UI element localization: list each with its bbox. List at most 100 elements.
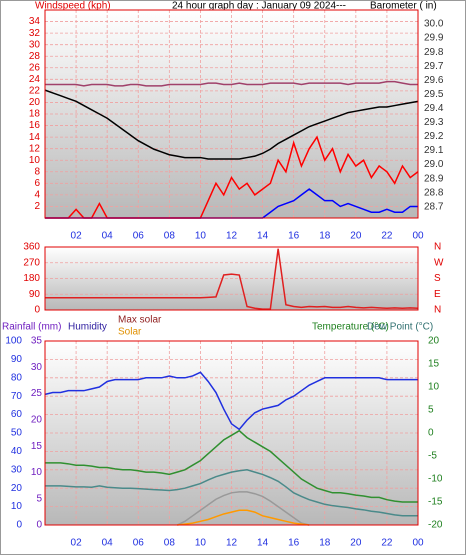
y-tick-label: 2 (34, 201, 40, 212)
y3-tick-label: 25 (31, 388, 43, 399)
y2-tick-label: 29.5 (424, 89, 444, 100)
series-line (45, 429, 418, 503)
y2-tick-label: S (434, 273, 441, 284)
y2-axis-label: Barometer ( in) (370, 1, 437, 12)
y-tick-label: 50 (11, 428, 23, 439)
label: Rainfall (mm) (2, 322, 61, 333)
y3-tick-label: 5 (36, 493, 42, 504)
label: Solar (118, 327, 142, 338)
x-tick-label: 14 (257, 231, 269, 242)
plot-frame (44, 246, 419, 311)
x-tick-label: 20 (350, 231, 362, 242)
y-tick-label: 8 (34, 166, 40, 177)
series-line (45, 248, 419, 310)
y-tick-label: 4 (34, 190, 40, 201)
x-tick-label: 12 (226, 538, 238, 549)
y-tick-label: 270 (23, 257, 40, 268)
y-tick-label: 24 (29, 74, 41, 85)
y2-tick-label: -5 (428, 451, 437, 462)
y2-tick-label: 29.7 (424, 61, 444, 72)
x-tick-label: 18 (319, 231, 331, 242)
x-tick-label: 10 (195, 538, 207, 549)
y-tick-label: 180 (23, 273, 40, 284)
y2-tick-label: -15 (428, 497, 443, 508)
y3-tick-label: 35 (31, 336, 43, 347)
y-tick-label: 10 (11, 501, 23, 512)
y2-tick-label: 5 (428, 405, 434, 416)
x-tick-label: 04 (102, 538, 114, 549)
y2-tick-label: -10 (428, 474, 443, 485)
x-tick-label: 00 (412, 538, 424, 549)
y-tick-label: 26 (29, 62, 41, 73)
x-tick-label: 14 (257, 538, 269, 549)
y2-tick-label: -20 (428, 520, 443, 531)
plot-frame (44, 340, 419, 526)
x-tick-label: 18 (319, 538, 331, 549)
x-tick-label: 22 (381, 538, 393, 549)
y-tick-label: 28 (29, 51, 41, 62)
y-tick-label: 32 (29, 28, 41, 39)
x-tick-label: 02 (71, 231, 83, 242)
y-tick-label: 16 (29, 120, 41, 131)
x-tick-label: 20 (350, 538, 362, 549)
y-tick-label: 90 (11, 354, 23, 365)
y-tick-label: 100 (5, 336, 22, 347)
y3-tick-label: 10 (31, 467, 43, 478)
y-tick-label: 20 (29, 97, 41, 108)
y2-tick-label: 29.3 (424, 117, 444, 128)
x-tick-label: 04 (102, 231, 114, 242)
y2-tick-label: 28.7 (424, 201, 444, 212)
y-tick-label: 40 (11, 446, 23, 457)
y-tick-label: 20 (11, 483, 23, 494)
y2-tick-label: 28.9 (424, 173, 444, 184)
y2-tick-label: 29.1 (424, 145, 444, 156)
y-tick-label: 22 (29, 86, 41, 97)
label: Dew Point (°C) (367, 322, 433, 333)
y2-tick-label: 29.2 (424, 131, 444, 142)
y-tick-label: 60 (11, 409, 23, 420)
x-tick-label: 22 (381, 231, 393, 242)
y3-tick-label: 30 (31, 362, 43, 373)
y-tick-label: 10 (29, 155, 41, 166)
y2-tick-label: 29.8 (424, 47, 444, 58)
y2-tick-label: 29.0 (424, 159, 444, 170)
y2-tick-label: W (434, 257, 444, 268)
y-tick-label: 30 (29, 39, 41, 50)
label: Humidity (68, 322, 107, 333)
label: Max solar (118, 315, 162, 326)
y3-tick-label: 20 (31, 414, 43, 425)
series-line (45, 80, 418, 87)
y2-tick-label: 29.6 (424, 75, 444, 86)
x-tick-label: 06 (133, 538, 145, 549)
y-tick-label: 14 (29, 132, 41, 143)
y-tick-label: 0 (16, 520, 22, 531)
x-tick-label: 16 (288, 231, 300, 242)
y-tick-label: 6 (34, 178, 40, 189)
x-tick-label: 10 (195, 231, 207, 242)
y-tick-label: 18 (29, 109, 41, 120)
y-tick-label: 360 (23, 242, 40, 253)
y-tick-label: 70 (11, 391, 23, 402)
series-line (177, 509, 310, 526)
y2-tick-label: 0 (428, 428, 434, 439)
series-line (44, 371, 418, 431)
y2-tick-label: N (434, 242, 441, 253)
x-tick-label: 08 (164, 538, 176, 549)
y-tick-label: 12 (29, 143, 41, 154)
y2-tick-label: 20 (428, 336, 440, 347)
x-tick-label: 06 (133, 231, 145, 242)
y-tick-label: 80 (11, 372, 23, 383)
series-line (176, 491, 310, 526)
y2-tick-label: 29.4 (424, 103, 444, 114)
y2-tick-label: E (434, 289, 441, 300)
plot-frame (44, 9, 419, 219)
chart-title: 24 hour graph day : January 09 2024--- (172, 1, 346, 12)
x-tick-label: 12 (226, 231, 238, 242)
y2-tick-label: 29.9 (424, 33, 444, 44)
y2-tick-label: N (434, 305, 441, 316)
label: Temperature (°C) (312, 322, 389, 333)
series-line (45, 469, 418, 517)
y2-tick-label: 28.8 (424, 187, 444, 198)
